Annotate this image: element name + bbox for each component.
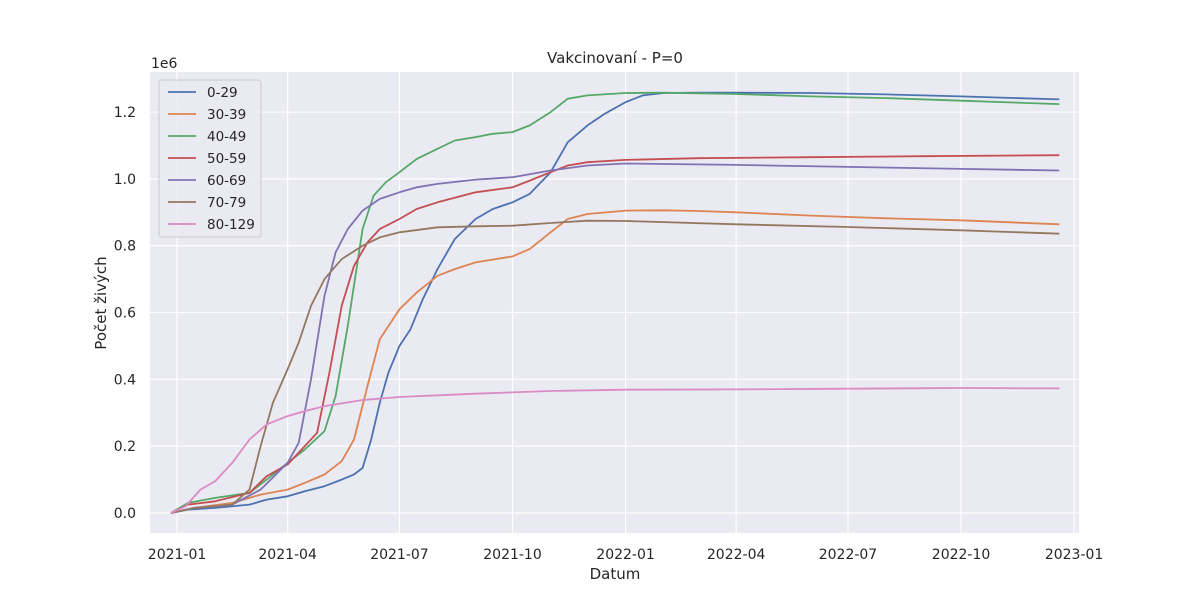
grid-lines bbox=[150, 72, 1079, 533]
legend-label: 50-59 bbox=[207, 151, 246, 167]
legend: 0-29 30-39 40-49 50-59 60-69 70-79 80-129 bbox=[158, 79, 262, 238]
x-tick-label: 2023-01 bbox=[1045, 547, 1104, 563]
series-line-60-69 bbox=[170, 162, 1060, 514]
y-offset-label: 1e6 bbox=[151, 56, 178, 72]
x-tick-label: 2021-04 bbox=[258, 547, 317, 563]
legend-label: 60-69 bbox=[207, 173, 246, 189]
y-axis-label: Počet živých bbox=[92, 256, 110, 349]
x-tick-label: 2022-04 bbox=[707, 547, 766, 563]
legend-label: 40-49 bbox=[207, 129, 246, 145]
series-line-70-79 bbox=[170, 219, 1060, 514]
x-tick-labels: 2021-01 2021-04 2021-07 2021-10 2022-01 2022-… bbox=[148, 547, 1104, 563]
series-line-50-59 bbox=[170, 154, 1060, 514]
y-tick-label: 0.8 bbox=[114, 239, 136, 255]
legend-frame bbox=[158, 79, 262, 238]
y-tick-label: 1.2 bbox=[114, 105, 136, 121]
x-tick-label: 2022-10 bbox=[932, 547, 991, 563]
y-tick-label: 0.2 bbox=[114, 439, 136, 455]
y-tick-label: 0.4 bbox=[114, 372, 136, 388]
x-tick-label: 2021-10 bbox=[483, 547, 542, 563]
y-tick-label: 1.0 bbox=[114, 172, 136, 188]
legend-label: 0-29 bbox=[207, 85, 238, 101]
y-tick-label: 0.6 bbox=[114, 306, 136, 322]
x-tick-label: 2021-07 bbox=[370, 547, 429, 563]
series-line-80-129 bbox=[170, 387, 1060, 514]
series-line-30-39 bbox=[170, 209, 1060, 514]
legend-label: 70-79 bbox=[207, 195, 246, 211]
chart-title: Vakcinovaní - P=0 bbox=[547, 49, 683, 67]
x-axis-label: Datum bbox=[590, 565, 641, 583]
x-tick-label: 2021-01 bbox=[148, 547, 207, 563]
x-tick-label: 2022-01 bbox=[596, 547, 655, 563]
legend-label: 30-39 bbox=[207, 107, 246, 123]
y-tick-labels: 0.0 0.2 0.4 0.6 0.8 1.0 1.2 bbox=[114, 105, 136, 522]
plot-area bbox=[150, 72, 1079, 533]
x-tick-label: 2022-07 bbox=[819, 547, 878, 563]
legend-label: 80-129 bbox=[207, 217, 255, 233]
y-tick-label: 0.0 bbox=[114, 506, 136, 522]
series-lines bbox=[170, 91, 1060, 514]
